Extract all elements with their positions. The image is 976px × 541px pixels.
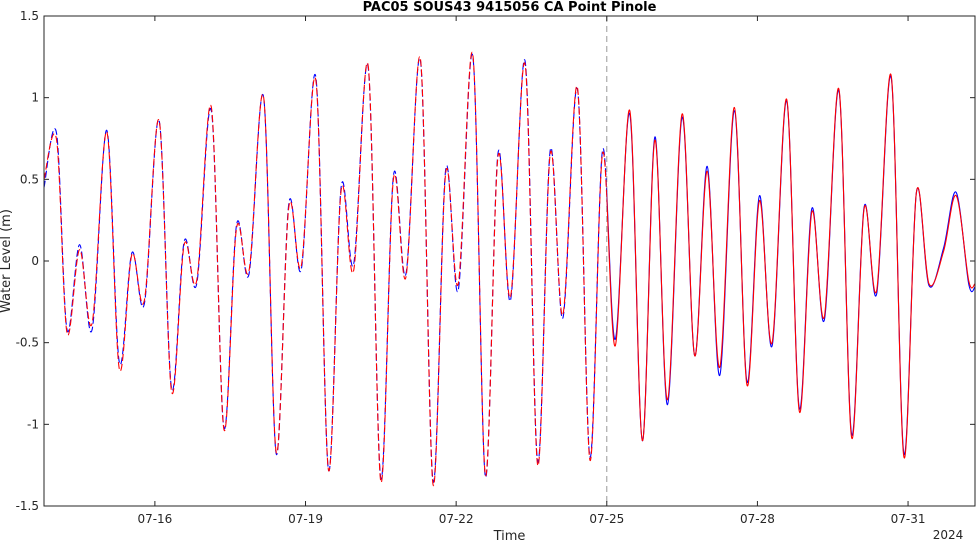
axis-ticks: 1.5 1 0.5 0 -0.5 -1 -1.5 07-16 07-19 07-22 07-25 07… [16,9,975,526]
plot-area [44,16,975,506]
y-tick-label: 0 [31,254,39,268]
y-tick-label: 1 [31,91,39,105]
series-model-line-after [606,73,975,459]
x-tick-label: 07-31 [891,512,926,526]
x-tick-label: 07-16 [137,512,172,526]
x-tick-label: 07-25 [589,512,624,526]
y-tick-label: 0.5 [20,172,39,186]
chart-title: PAC05 SOUS43 9415056 CA Point Pinole [363,0,657,15]
y-tick-label: -1 [27,417,39,431]
x-tick-label: 07-22 [439,512,474,526]
y-axis-label: Water Level (m) [0,209,14,313]
y-tick-label: -0.5 [16,336,39,350]
x-tick-label: 07-19 [288,512,323,526]
y-tick-label: 1.5 [20,9,39,23]
y-tick-label: -1.5 [16,499,39,513]
x-axis-label: Time [493,529,526,541]
x-tick-label: 07-28 [740,512,775,526]
series-model-line-before [44,51,607,486]
year-label: 2024 [933,528,964,541]
